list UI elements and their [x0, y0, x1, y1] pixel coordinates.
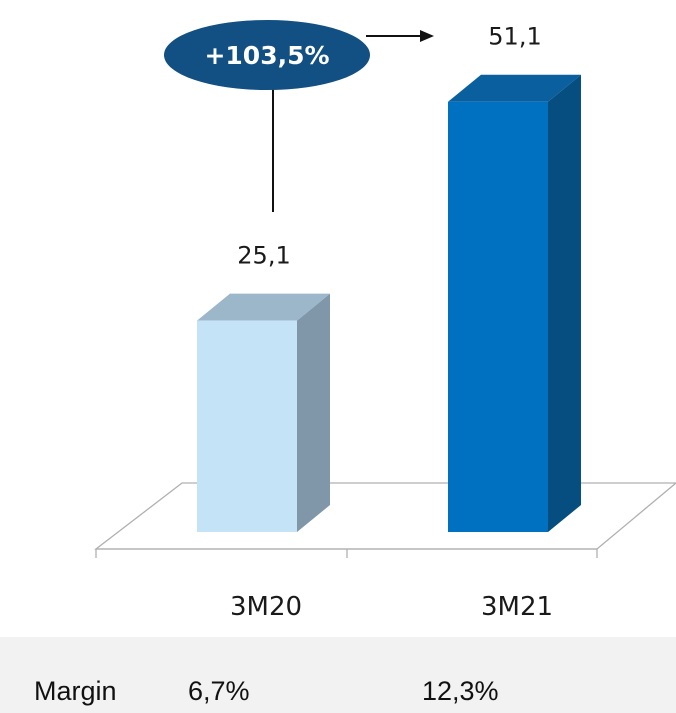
margin-value-3m21: 12,3%	[422, 676, 499, 706]
value-labels: 25,1 51,1	[237, 23, 541, 270]
value-label-3m20: 25,1	[237, 242, 290, 270]
bar-3m21	[448, 101, 548, 532]
margin-value-3m20: 6,7%	[188, 676, 250, 706]
category-label-3m20: 3M20	[230, 592, 302, 622]
annotation-ellipse	[164, 20, 370, 90]
chart-floor	[94, 482, 676, 558]
floor-plane	[94, 482, 676, 550]
annotation-label: +103,5%	[204, 41, 329, 70]
bar-side-3m21	[548, 74, 581, 532]
bar-top-3m21	[448, 74, 581, 102]
bar-top-3m20	[197, 293, 330, 321]
margin-label: Margin	[34, 676, 117, 706]
category-labels: 3M20 3M21	[230, 592, 553, 622]
annotation-arrowhead	[420, 30, 434, 42]
margin-row-background	[0, 637, 676, 713]
category-label-3m21: 3M21	[481, 592, 553, 622]
value-label-3m21: 51,1	[488, 23, 541, 51]
growth-annotation: +103,5%	[164, 20, 434, 212]
bar-side-3m20	[297, 293, 330, 532]
bar-series	[197, 74, 581, 532]
bar-3m20	[197, 320, 297, 532]
